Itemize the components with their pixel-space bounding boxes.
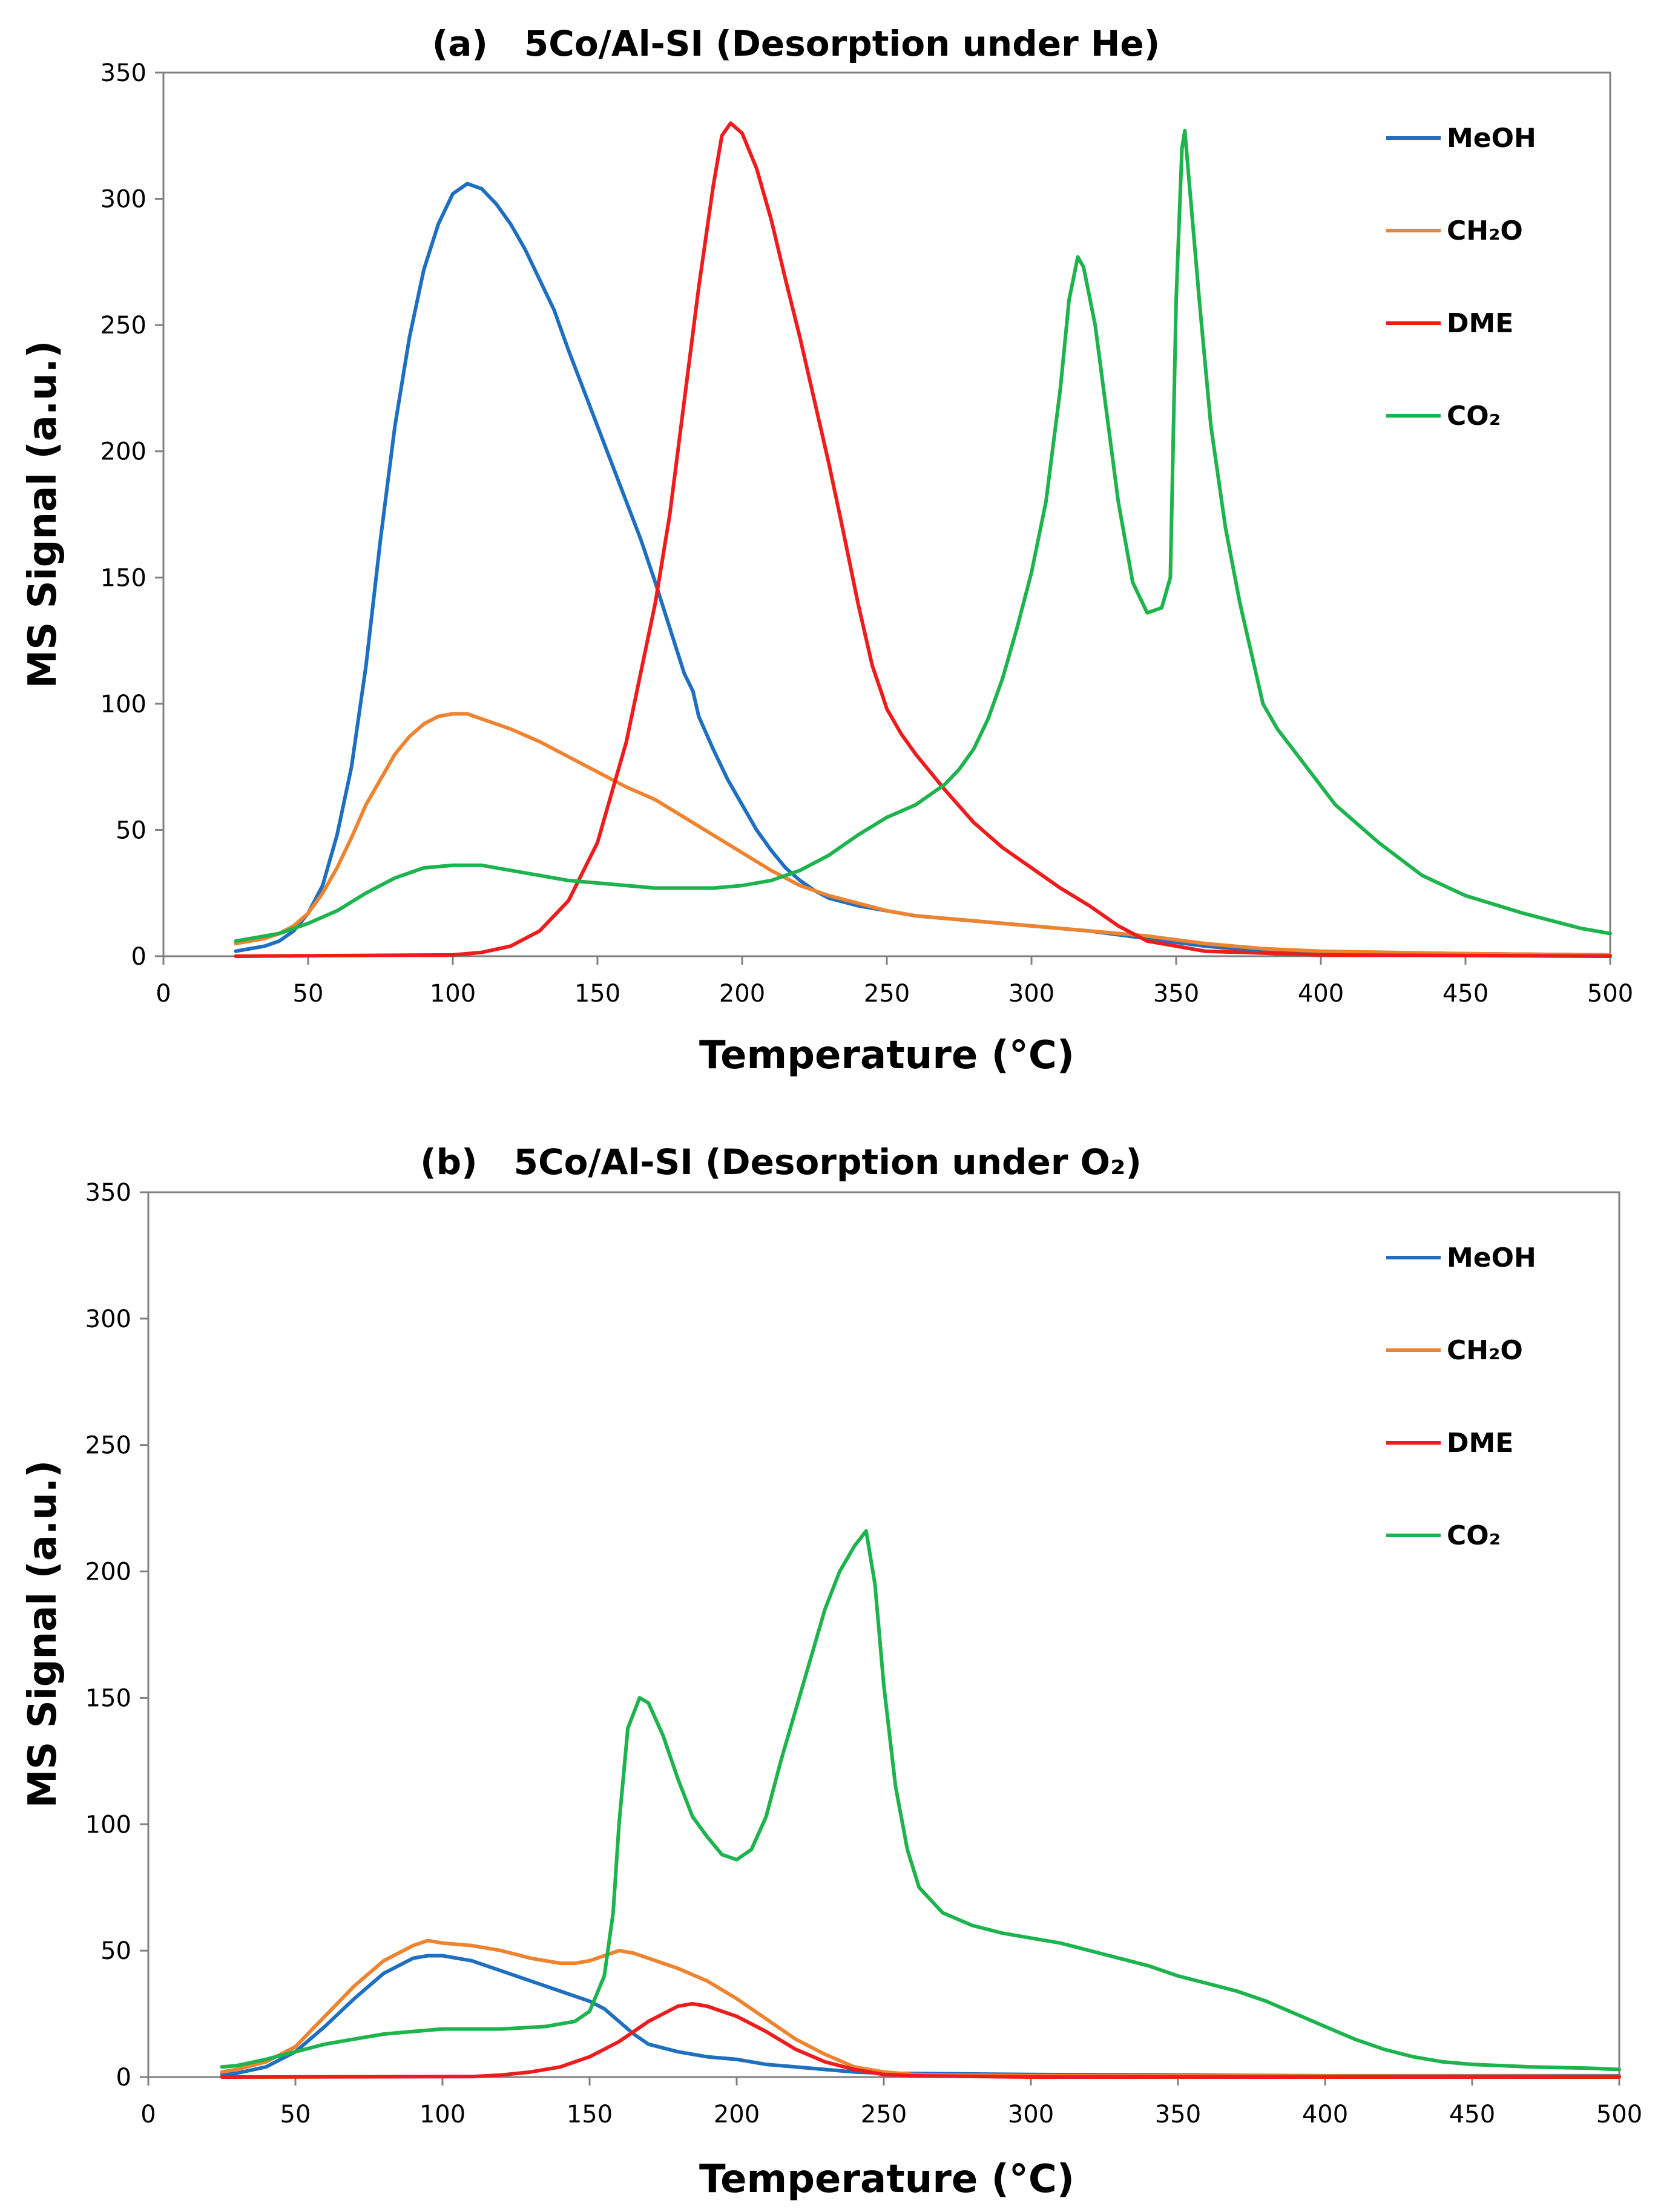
y-tick-label-b: 200 [85, 1558, 131, 1586]
panel-label-b: (b) [420, 1141, 478, 1183]
legend-label-dme-b: DME [1447, 1428, 1513, 1459]
legend-label-meoh-a: MeOH [1447, 123, 1536, 154]
chart-panel-a: (a) 5Co/Al-SI (Desorption under He) 0 50 10… [21, 23, 1633, 1078]
x-tick-label-a: 0 [156, 980, 171, 1008]
x-tick-label-a: 400 [1298, 980, 1344, 1008]
series-line-dme-b [220, 2001, 1621, 2079]
x-axis-label-a: Temperature (°C) [699, 1033, 1074, 1078]
x-tick-label-a: 300 [1008, 980, 1054, 1008]
x-tick-label-a: 250 [864, 980, 910, 1008]
chart-title-text-b: 5Co/Al-SI (Desorption under O₂) [514, 1141, 1142, 1183]
x-tick-label-b: 250 [861, 2101, 907, 2128]
y-axis-ticks-a: 0 50 100 150 200 250 300 350 [100, 59, 163, 971]
legend-label-cho-a: CH₂O [1447, 215, 1523, 246]
y-tick-label-b: 300 [85, 1305, 131, 1333]
panel-label-a: (a) [432, 23, 488, 64]
x-axis-ticks-a: 0 50 100 150 200 250 300 350 400 450 500 [156, 956, 1633, 1008]
x-tick-label-b: 50 [280, 2101, 311, 2128]
legend-label-meoh-b: MeOH [1447, 1242, 1536, 1273]
x-tick-label-a: 100 [430, 980, 476, 1008]
x-tick-label-a: 350 [1153, 980, 1199, 1008]
chart-title-b: (b) 5Co/Al-SI (Desorption under O₂) [420, 1141, 1142, 1183]
y-tick-label-b: 350 [85, 1179, 131, 1207]
x-tick-label-a: 150 [574, 980, 620, 1008]
x-tick-label-b: 500 [1596, 2101, 1642, 2128]
y-tick-label-b: 0 [116, 2064, 131, 2092]
y-tick-label-a: 200 [100, 438, 146, 466]
y-tick-label-a: 300 [100, 186, 146, 214]
chart-panel-b: (b) 5Co/Al-SI (Desorption under O₂) 0 50 10… [21, 1141, 1642, 2202]
legend-label-co-a: CO₂ [1447, 401, 1501, 432]
y-tick-label-b: 50 [100, 1937, 131, 1965]
x-tick-label-b: 200 [714, 2101, 760, 2128]
series-group-a [234, 121, 1612, 958]
x-tick-label-b: 300 [1008, 2101, 1054, 2128]
series-line-dme-a [234, 121, 1612, 958]
y-tick-label-a: 250 [100, 312, 146, 340]
legend-label-cho-b: CH₂O [1447, 1335, 1523, 1366]
series-line-cho-a [234, 712, 1612, 957]
series-group-b [220, 1529, 1621, 2079]
series-line-co-a [234, 128, 1612, 943]
series-line-co-b [220, 1529, 1621, 2072]
legend-label-dme-a: DME [1447, 308, 1513, 339]
legend-b: MeOH CH₂O DME CO₂ [1386, 1242, 1536, 1551]
y-axis-label-a: MS Signal (a.u.) [21, 341, 65, 689]
x-tick-label-a: 50 [293, 980, 324, 1008]
y-tick-label-b: 150 [85, 1684, 131, 1712]
x-axis-ticks-b: 0 50 100 150 200 250 300 350 400 450 500 [140, 2077, 1642, 2128]
y-tick-label-a: 100 [100, 691, 146, 718]
y-tick-label-a: 150 [100, 564, 146, 592]
chart-title-a: (a) 5Co/Al-SI (Desorption under He) [432, 23, 1160, 64]
legend-a: MeOH CH₂O DME CO₂ [1386, 123, 1536, 432]
x-tick-label-b: 0 [140, 2101, 156, 2128]
chart-title-text-a: 5Co/Al-SI (Desorption under He) [524, 23, 1160, 64]
y-tick-label-a: 0 [131, 943, 146, 971]
x-tick-label-b: 450 [1449, 2101, 1495, 2128]
x-tick-label-a: 200 [719, 980, 765, 1008]
series-line-meoh-b [220, 1954, 1621, 2078]
y-tick-label-b: 250 [85, 1432, 131, 1460]
x-tick-label-b: 400 [1302, 2101, 1348, 2128]
y-tick-label-b: 100 [85, 1811, 131, 1839]
y-axis-ticks-b: 0 50 100 150 200 250 300 350 [85, 1179, 148, 2092]
x-tick-label-b: 100 [419, 2101, 465, 2128]
x-tick-label-a: 500 [1587, 980, 1633, 1008]
y-tick-label-a: 350 [100, 59, 146, 87]
x-tick-label-b: 150 [567, 2101, 613, 2128]
y-tick-label-a: 50 [116, 816, 146, 844]
series-line-cho-b [220, 1938, 1621, 2078]
x-axis-label-b: Temperature (°C) [699, 2157, 1074, 2202]
x-tick-label-a: 450 [1443, 980, 1489, 1008]
y-axis-label-b: MS Signal (a.u.) [21, 1460, 65, 1808]
legend-label-co-b: CO₂ [1447, 1520, 1501, 1551]
x-tick-label-b: 350 [1155, 2101, 1201, 2128]
